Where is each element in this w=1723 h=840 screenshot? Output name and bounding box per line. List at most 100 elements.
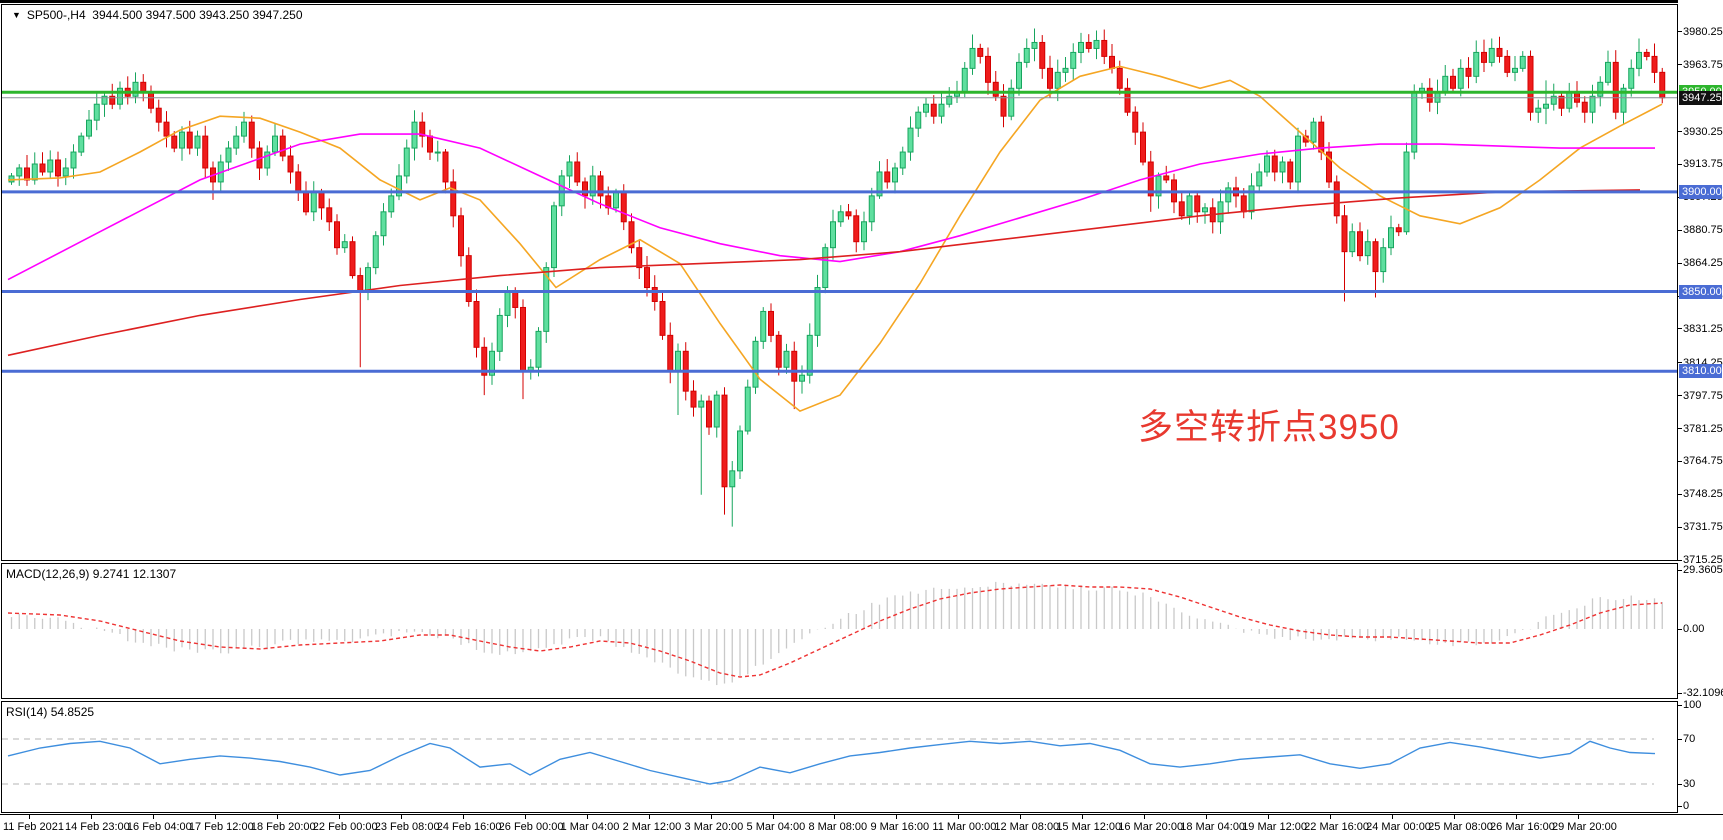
rsi-tick-label: 30 <box>1683 778 1696 790</box>
candle <box>791 350 798 382</box>
price-axis: 3980.2503963.7503930.2503913.7503897.250… <box>1678 0 1723 814</box>
candle <box>961 67 968 93</box>
time-axis-tick <box>1330 815 1332 819</box>
candle <box>1008 87 1015 117</box>
candle <box>1357 231 1363 257</box>
candle <box>915 111 922 129</box>
candle <box>1186 195 1193 217</box>
chart-title: ▼ SP500-,H4 3944.500 3947.500 3943.250 39… <box>12 8 303 22</box>
candle <box>659 300 666 336</box>
candle <box>1101 39 1108 57</box>
candle <box>1256 171 1263 187</box>
time-axis-label: 29 Mar 20:00 <box>1552 821 1617 833</box>
candle <box>47 159 54 173</box>
candle <box>977 47 984 57</box>
time-axis-tick <box>1206 815 1208 819</box>
candle <box>1395 227 1402 233</box>
time-axis-label: 19 Mar 12:00 <box>1242 821 1308 833</box>
price-tick-mark <box>1678 328 1682 330</box>
price-tick-mark <box>1678 460 1682 462</box>
candle <box>248 121 255 149</box>
rsi-chart <box>2 738 1656 785</box>
candle <box>1178 201 1185 217</box>
time-axis: 11 Feb 2021 14 Feb 23:00 16 Feb 04:00 17 Fe… <box>0 814 1723 840</box>
candle <box>1039 41 1046 69</box>
candle <box>1512 67 1518 73</box>
candle <box>853 215 860 243</box>
rsi-tick-label: 100 <box>1683 699 1702 712</box>
candle <box>884 171 891 183</box>
price-tick-label: 3764.750 <box>1683 455 1723 468</box>
price-tick-mark <box>1678 395 1682 397</box>
price-tick-label: 3864.250 <box>1683 257 1723 270</box>
candle <box>574 161 581 183</box>
candle <box>1062 67 1069 73</box>
candle <box>481 346 488 376</box>
candle <box>868 195 875 223</box>
candle <box>1628 67 1635 89</box>
candle <box>551 205 557 269</box>
time-axis-tick <box>29 815 30 819</box>
candle <box>783 350 790 368</box>
candle <box>1465 67 1472 77</box>
candle <box>628 221 635 249</box>
time-axis-label: 17 Feb 12:00 <box>188 821 254 833</box>
candle <box>163 121 170 137</box>
macd-values: 9.2741 12.1307 <box>92 567 177 581</box>
candle <box>1078 41 1084 53</box>
candle <box>1535 107 1542 113</box>
time-axis-label: 22 Feb 00:00 <box>312 821 378 833</box>
candle <box>1295 135 1301 183</box>
rsi-value: 54.8525 <box>50 705 95 719</box>
time-axis-label: 26 Mar 16:00 <box>1490 821 1555 833</box>
candle <box>690 390 697 408</box>
time-axis-label: 8 Mar 08:00 <box>808 821 868 833</box>
time-axis-tick <box>710 815 712 819</box>
candle <box>1659 71 1666 99</box>
candle <box>1070 51 1077 69</box>
candle <box>1636 51 1642 69</box>
candle <box>760 310 767 342</box>
candle <box>264 151 271 169</box>
time-axis-tick <box>276 815 278 819</box>
rsi-tick-mark <box>1678 704 1682 706</box>
candle <box>1589 95 1596 113</box>
price-tick-mark <box>1678 31 1682 33</box>
candle <box>1093 39 1100 49</box>
candle <box>1287 161 1294 183</box>
price-tick-mark <box>1678 559 1682 561</box>
rsi-tick-mark <box>1678 783 1682 785</box>
candle <box>644 267 650 289</box>
candle <box>1194 195 1201 213</box>
candle <box>411 121 418 149</box>
macd-indicator-label: MACD(12,26,9) 9.2741 12.1307 <box>6 567 176 581</box>
candle <box>992 81 999 97</box>
rsi-indicator-label: RSI(14) 54.8525 <box>6 705 94 719</box>
candle <box>1558 95 1565 109</box>
candle <box>1023 47 1030 63</box>
time-axis-label: 22 Mar 16:00 <box>1304 821 1369 833</box>
candle <box>938 103 945 117</box>
time-axis-tick <box>462 815 464 819</box>
time-axis-label: 1 Mar 04:00 <box>560 821 620 833</box>
candle <box>1047 67 1053 89</box>
candle <box>1581 101 1588 113</box>
candle <box>287 155 294 173</box>
candle <box>1217 201 1224 223</box>
candle <box>303 191 309 213</box>
time-axis-label: 5 Mar 04:00 <box>746 821 806 833</box>
price-tick-label: 3831.250 <box>1683 322 1723 335</box>
candle <box>1116 67 1123 89</box>
time-axis-label: 2 Mar 12:00 <box>622 821 682 833</box>
candle <box>396 175 402 197</box>
macd-tick-label: 0.00 <box>1683 623 1705 635</box>
window-top-border <box>0 0 1723 3</box>
symbol-dropdown-icon[interactable]: ▼ <box>12 10 21 20</box>
candle <box>1140 131 1146 163</box>
macd-tick-mark <box>1678 628 1682 630</box>
candle <box>744 386 751 432</box>
candle <box>1411 91 1418 153</box>
candle <box>1426 87 1433 103</box>
candle <box>1597 81 1604 97</box>
candle <box>117 87 123 105</box>
